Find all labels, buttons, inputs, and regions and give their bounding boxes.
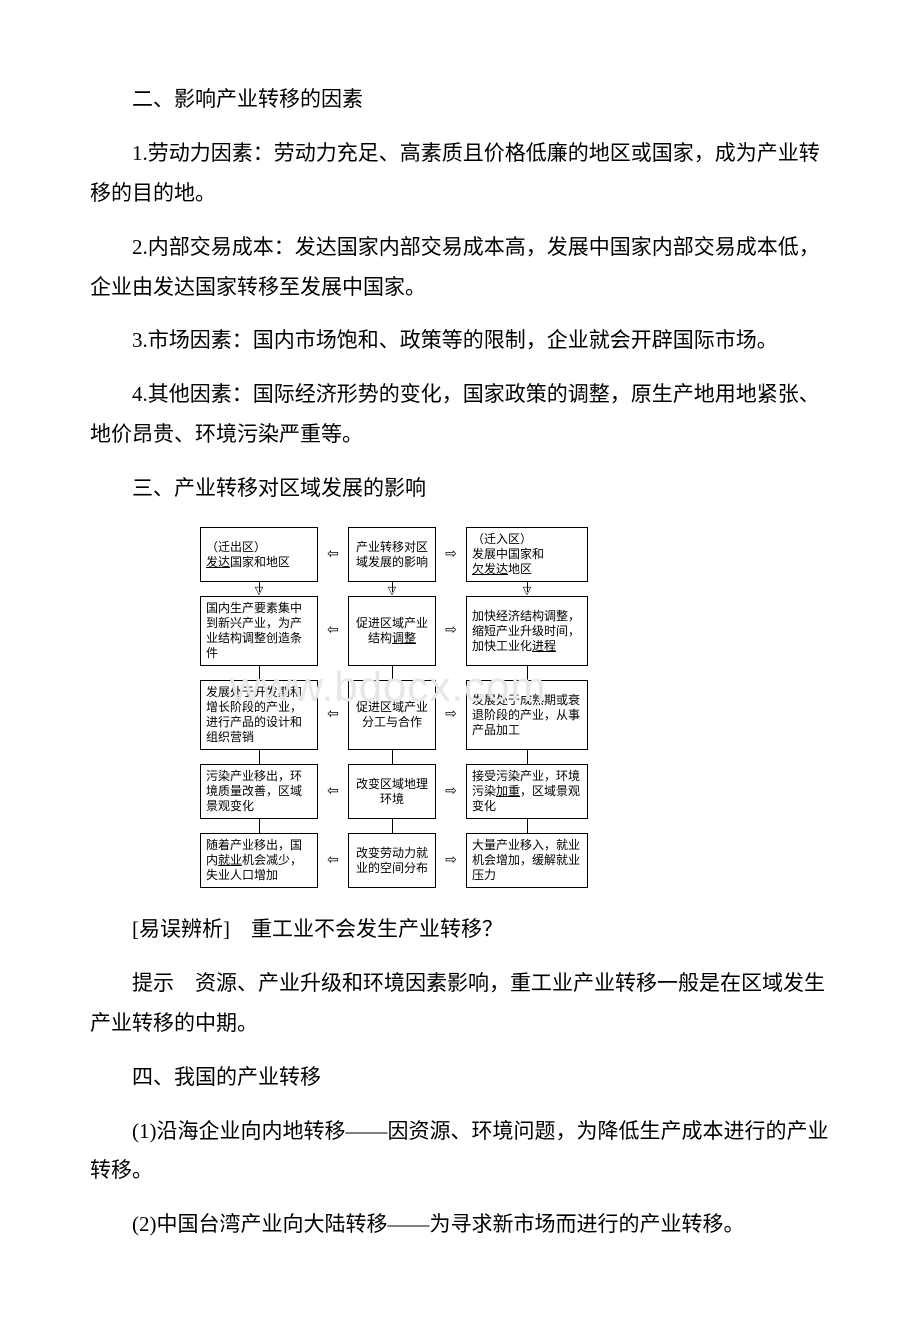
body-paragraph: 4.其他因素：国际经济形势的变化，国家政策的调整，原生产地用地紧张、地价昂贵、环… xyxy=(90,375,830,455)
arrow-right-icon: ⇨ xyxy=(436,833,466,888)
diagram-cell-left: 国内生产要素集中到新兴产业，为产业结构调整创造条件 xyxy=(200,596,318,666)
arrow-left-icon: ⇦ xyxy=(318,764,348,819)
diagram-cell-right: 接受污染产业，环境污染加重，区域景观变化 xyxy=(466,764,588,819)
diagram-cell-mid: 促进区域产业分工与合作 xyxy=(348,680,436,750)
arrow-right-icon: ⇨ xyxy=(436,596,466,666)
diagram-cell-left: 随着产业移出，国内就业机会减少，失业人口增加 xyxy=(200,833,318,888)
body-paragraph: 1.劳动力因素：劳动力充足、高素质且价格低廉的地区或国家，成为产业转移的目的地。 xyxy=(90,134,830,214)
arrow-left-icon: ⇦ xyxy=(318,833,348,888)
diagram-row: 发展处于开发期和增长阶段的产业，进行产品的设计和组织营销 ⇦ 促进区域产业分工与… xyxy=(200,680,830,750)
diagram-cell-mid: 产业转移对区域发展的影响 xyxy=(348,527,436,582)
body-paragraph: 2.内部交易成本：发达国家内部交易成本高，发展中国家内部交易成本低，企业由发达国… xyxy=(90,228,830,308)
section-heading-4: 四、我国的产业转移 xyxy=(90,1058,830,1098)
arrow-left-icon: ⇦ xyxy=(318,596,348,666)
diagram-cell-left: （迁出区） 发达国家和地区 xyxy=(200,527,318,582)
diagram-cell-right: 加快经济结构调整，缩短产业升级时间，加快工业化进程 xyxy=(466,596,588,666)
arrow-left-icon: ⇦ xyxy=(318,527,348,582)
arrow-right-icon: ⇨ xyxy=(436,527,466,582)
arrow-right-icon: ⇨ xyxy=(436,764,466,819)
flow-diagram: www.bdocx.com （迁出区） 发达国家和地区 ⇦ 产业转移对区域发展的… xyxy=(200,527,830,888)
diagram-cell-mid: 改变区域地理环境 xyxy=(348,764,436,819)
diagram-cell-left: 污染产业移出，环境质量改善，区域景观变化 xyxy=(200,764,318,819)
diagram-cell-mid: 改变劳动力就业的空间分布 xyxy=(348,833,436,888)
diagram-connector: ▽ ▽ ▽ xyxy=(200,582,830,596)
diagram-connector xyxy=(200,750,830,764)
body-paragraph: 提示 资源、产业升级和环境因素影响，重工业产业转移一般是在区域发生产业转移的中期… xyxy=(90,964,830,1044)
diagram-row: 污染产业移出，环境质量改善，区域景观变化 ⇦ 改变区域地理环境 ⇨ 接受污染产业… xyxy=(200,764,830,819)
diagram-cell-left: 发展处于开发期和增长阶段的产业，进行产品的设计和组织营销 xyxy=(200,680,318,750)
section-heading-2: 二、影响产业转移的因素 xyxy=(90,80,830,120)
arrow-left-icon: ⇦ xyxy=(318,680,348,750)
diagram-connector xyxy=(200,666,830,680)
diagram-row: 国内生产要素集中到新兴产业，为产业结构调整创造条件 ⇦ 促进区域产业结构调整 ⇨… xyxy=(200,596,830,666)
diagram-cell-right: 发展处于成熟期或衰退阶段的产业，从事产品加工 xyxy=(466,680,588,750)
diagram-row: （迁出区） 发达国家和地区 ⇦ 产业转移对区域发展的影响 ⇨ （迁入区） 发展中… xyxy=(200,527,830,582)
diagram-row: 随着产业移出，国内就业机会减少，失业人口增加 ⇦ 改变劳动力就业的空间分布 ⇨ … xyxy=(200,833,830,888)
arrow-right-icon: ⇨ xyxy=(436,680,466,750)
diagram-connector xyxy=(200,819,830,833)
section-heading-3: 三、产业转移对区域发展的影响 xyxy=(90,469,830,509)
body-paragraph: (1)沿海企业向内地转移——因资源、环境问题，为降低生产成本进行的产业转移。 xyxy=(90,1112,830,1192)
body-paragraph: (2)中国台湾产业向大陆转移——为寻求新市场而进行的产业转移。 xyxy=(90,1205,830,1245)
diagram-cell-right: 大量产业移入，就业机会增加，缓解就业压力 xyxy=(466,833,588,888)
diagram-cell-mid: 促进区域产业结构调整 xyxy=(348,596,436,666)
body-paragraph: 3.市场因素：国内市场饱和、政策等的限制，企业就会开辟国际市场。 xyxy=(90,321,830,361)
diagram-cell-right: （迁入区） 发展中国家和 欠发达地区 xyxy=(466,527,588,582)
body-paragraph: [易误辨析] 重工业不会发生产业转移？ xyxy=(90,910,830,950)
